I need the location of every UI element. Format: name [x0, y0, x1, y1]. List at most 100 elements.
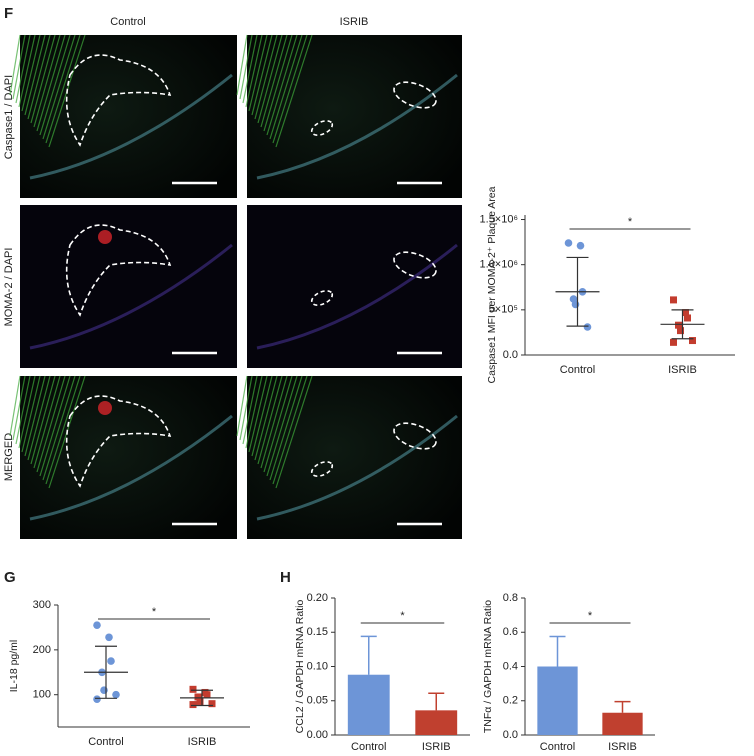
column-label: ISRIB	[340, 16, 369, 28]
y-tick-label: 0.10	[307, 660, 328, 672]
y-tick-label: 0.0	[503, 349, 518, 361]
tissue-fiber	[272, 375, 308, 485]
data-point	[670, 296, 677, 304]
tissue-fiber	[30, 34, 56, 124]
tissue-fiber	[236, 34, 248, 96]
tissue-wall	[29, 73, 233, 180]
tissue-fiber	[45, 375, 81, 485]
x-tick-label: Control	[560, 364, 595, 376]
tissue-fiber	[257, 34, 283, 124]
tissue-fiber	[242, 34, 258, 104]
y-tick-label: 100	[33, 689, 51, 701]
tissue-fiber	[260, 375, 288, 469]
tissue-fiber	[33, 34, 61, 128]
row-label: Caspase1 / DAPI	[3, 75, 15, 159]
significance-marker: *	[588, 610, 593, 622]
column-label: Control	[110, 16, 145, 28]
data-point	[677, 327, 684, 335]
bar	[347, 674, 390, 735]
plaque-outline	[310, 461, 334, 477]
y-tick-label: 0.0	[503, 729, 518, 741]
y-axis-title: Caspase1 MFI per MOMA-2⁺ Plaque Area	[486, 186, 498, 383]
data-point	[93, 621, 101, 629]
tissue-fiber	[263, 375, 293, 473]
x-tick-label: ISRIB	[668, 364, 697, 376]
x-tick-label: ISRIB	[608, 741, 637, 753]
plaque-outline	[393, 251, 437, 279]
tissue-fiber	[18, 375, 36, 449]
tissue-fiber	[245, 375, 263, 449]
tissue-fiber	[254, 34, 278, 120]
data-point	[571, 300, 580, 309]
error-bar	[360, 635, 377, 675]
panel-label: H	[280, 569, 291, 586]
tissue-fiber	[18, 34, 36, 108]
sd-bar	[566, 256, 589, 327]
y-axis-title: CCL2 / GAPDH mRNA Ratio	[294, 600, 306, 734]
tissue-fiber	[12, 34, 26, 100]
tissue-fiber	[266, 375, 298, 477]
tissue-fiber	[24, 34, 46, 116]
tissue-fiber	[242, 375, 258, 445]
tissue-fiber	[39, 34, 71, 136]
x-tick-label: ISRIB	[422, 741, 451, 753]
y-tick-label: 200	[33, 644, 51, 656]
data-point	[194, 693, 202, 701]
y-tick-label: 0.15	[307, 626, 328, 638]
y-tick-label: 0.00	[307, 729, 328, 741]
y-tick-label: 1.5×10⁶	[480, 213, 518, 225]
bar	[415, 710, 458, 735]
tissue-fiber	[12, 375, 26, 441]
data-point	[684, 314, 691, 322]
tissue-fiber	[236, 375, 248, 437]
data-point	[682, 309, 689, 317]
data-point	[583, 323, 592, 331]
tissue-fiber	[21, 375, 41, 453]
tissue-fiber	[33, 375, 61, 469]
tissue-fiber	[15, 375, 31, 445]
y-tick-label: 0.2	[503, 695, 518, 707]
tissue-fiber	[248, 375, 268, 453]
tissue-fiber	[263, 34, 293, 132]
y-tick-label: 5×10⁵	[489, 304, 518, 316]
tissue-fiber	[275, 34, 313, 148]
tissue-fiber	[36, 34, 66, 132]
sd-bar	[671, 309, 694, 340]
data-point	[203, 691, 211, 699]
tissue-fiber	[45, 34, 81, 144]
data-point	[689, 337, 696, 345]
significance-marker: *	[400, 610, 405, 622]
data-point	[189, 701, 197, 709]
plaque-outline	[65, 54, 172, 147]
data-point	[100, 686, 108, 695]
plaque-outline	[65, 395, 172, 488]
x-tick-label: Control	[540, 741, 575, 753]
data-point	[208, 700, 216, 708]
y-axis-title: IL-18 pg/ml	[8, 640, 20, 693]
tissue-fiber	[42, 375, 76, 481]
tissue-fiber	[254, 375, 278, 461]
y-tick-label: 1.0×10⁶	[480, 259, 518, 271]
x-tick-label: ISRIB	[188, 736, 217, 748]
tissue-fiber	[251, 34, 273, 116]
y-tick-label: 0.05	[307, 695, 328, 707]
tissue-wall	[256, 414, 458, 521]
tissue-fiber	[245, 34, 263, 108]
tissue-fiber	[21, 34, 41, 112]
tissue-fiber	[9, 375, 21, 437]
row-label: MERGED	[3, 433, 15, 481]
y-tick-label: 0.4	[503, 660, 518, 672]
y-axis-title: TNFα / GAPDH mRNA Ratio	[482, 600, 494, 733]
y-tick-label: 0.20	[307, 592, 328, 604]
error-bar	[614, 700, 631, 713]
plaque-outline	[65, 224, 172, 317]
plaque-outline	[310, 290, 334, 306]
data-point	[189, 685, 197, 693]
tissue-fiber	[27, 375, 51, 461]
bar	[602, 712, 643, 735]
sd-bar	[95, 645, 117, 699]
tissue-fiber	[15, 34, 31, 104]
error-bar	[549, 635, 566, 667]
sd-bar	[191, 689, 213, 707]
